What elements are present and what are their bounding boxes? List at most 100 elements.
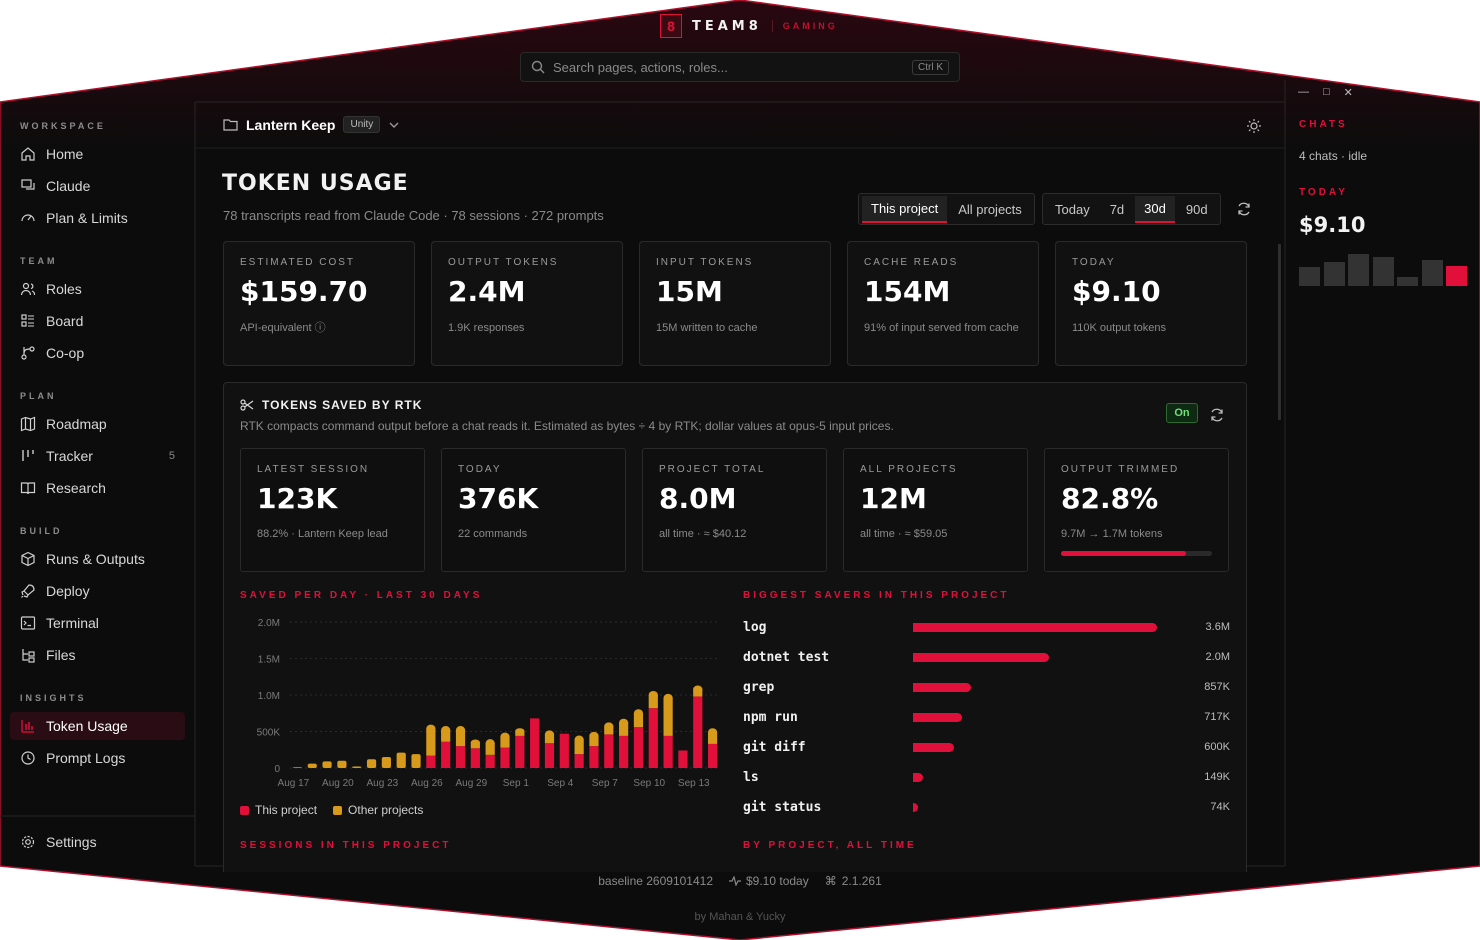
stat-note: 1.9K responses (448, 322, 525, 334)
gear-icon (20, 834, 36, 850)
sidebar-item-label: Prompt Logs (46, 750, 126, 766)
rtk-card-label: OUTPUT TRIMMED (1061, 464, 1180, 475)
sidebar-section-label: PLAN (20, 391, 57, 401)
bar-this-project (693, 696, 703, 768)
sidebar: WORKSPACE Home Claude Plan & Limits TEAM Role… (0, 104, 195, 866)
book-icon (20, 480, 36, 496)
sidebar-item-settings[interactable]: Settings (10, 828, 185, 856)
bar-this-project (441, 741, 451, 768)
chart-title: SAVED PER DAY · LAST 30 DAYS (240, 590, 483, 601)
sidebar-item-runs-outputs[interactable]: Runs & Outputs (10, 545, 185, 573)
sidebar-item-terminal[interactable]: Terminal (10, 609, 185, 637)
chevron-down-icon[interactable] (388, 119, 400, 131)
range-tab-today[interactable]: Today (1055, 201, 1090, 217)
rtk-card-note: 22 commands (458, 528, 528, 540)
tab-all-projects[interactable]: All projects (958, 201, 1022, 217)
bar-this-project (559, 733, 569, 768)
x-tick-label: Sep 10 (633, 778, 665, 789)
stat-value: $159.70 (240, 275, 368, 308)
y-tick-label: 1.5M (258, 655, 280, 666)
mini-bar (1372, 257, 1394, 286)
y-tick-label: 1.0M (258, 691, 280, 702)
project-selector[interactable]: Lantern Keep Unity (223, 116, 400, 133)
saver-value: 717K (1204, 711, 1230, 723)
legend-this-project: This project (240, 803, 317, 817)
sidebar-item-plan-limits[interactable]: Plan & Limits (10, 204, 185, 232)
stat-label: CACHE READS (864, 257, 959, 268)
sidebar-item-tracker[interactable]: Tracker 5 (10, 442, 185, 470)
rtk-toggle[interactable]: On (1166, 403, 1198, 423)
sidebar-item-prompt-logs[interactable]: Prompt Logs (10, 744, 185, 772)
search-input[interactable]: Search pages, actions, roles... Ctrl K (520, 52, 960, 82)
mini-bar (1446, 266, 1467, 286)
close-icon[interactable]: ✕ (1343, 87, 1353, 99)
map-icon (20, 416, 36, 432)
sidebar-item-roles[interactable]: Roles (10, 275, 185, 303)
mini-bar (1299, 267, 1320, 286)
rtk-refresh-icon[interactable] (1209, 407, 1225, 423)
sidebar-item-board[interactable]: Board (10, 307, 185, 335)
sidebar-item-files[interactable]: Files (10, 641, 185, 669)
bar-other-projects (604, 726, 614, 735)
bar-other-projects (663, 697, 673, 736)
maximize-icon[interactable]: □ (1323, 86, 1330, 98)
bar-cap (663, 693, 673, 702)
sidebar-item-deploy[interactable]: Deploy (10, 577, 185, 605)
bar-cap (633, 709, 644, 718)
range-tab-7d[interactable]: 7d (1109, 201, 1125, 217)
saver-row: git diff 600K (743, 737, 1230, 757)
trimmed-progress-track (1061, 551, 1212, 556)
sidebar-item-label: Roles (46, 281, 82, 297)
saver-track (913, 767, 1183, 787)
sidebar-item-claude[interactable]: Claude (10, 172, 185, 200)
saver-row: grep 857K (743, 677, 1230, 697)
by-project-title: BY PROJECT, ALL TIME (743, 840, 917, 851)
x-tick-label: Aug 29 (455, 778, 487, 789)
bar-cap (470, 739, 480, 746)
sidebar-item-token-usage[interactable]: Token Usage (10, 712, 185, 740)
saver-name: git status (743, 799, 822, 815)
sidebar-item-roadmap[interactable]: Roadmap (10, 410, 185, 438)
bar-other-projects (455, 730, 466, 747)
rtk-card: PROJECT TOTAL 8.0M all time · ≈ $40.12 (642, 448, 827, 572)
bar-this-project (619, 735, 629, 768)
saver-track (913, 797, 1183, 817)
stat-label: TODAY (1072, 257, 1116, 268)
savers-title: BIGGEST SAVERS IN THIS PROJECT (743, 590, 1010, 601)
status-bar: baseline 2609101412 $9.10 today ⌘ 2.1.26… (195, 874, 1285, 888)
sidebar-item-label: Board (46, 313, 84, 329)
bar-other-projects (426, 728, 436, 756)
bar-this-project (485, 754, 495, 768)
logs-icon (20, 750, 36, 766)
minimize-icon[interactable]: — (1298, 86, 1309, 98)
bar-cap (604, 722, 614, 731)
sidebar-item-label: Home (46, 146, 84, 162)
bar-cap (619, 718, 629, 727)
mini-bar (1348, 254, 1369, 286)
mini-bar (1397, 277, 1418, 286)
saver-bar (913, 712, 962, 722)
sidebar-item-home[interactable]: Home (10, 140, 185, 168)
sidebar-item-research[interactable]: Research (10, 474, 185, 502)
chart-legend: This project Other projects (240, 803, 423, 817)
saver-track (913, 647, 1183, 667)
theme-toggle-sun-icon[interactable] (1246, 118, 1262, 134)
range-tab-90d[interactable]: 90d (1185, 201, 1208, 217)
sidebar-item-co-op[interactable]: Co-op (10, 339, 185, 367)
saver-name: git diff (743, 739, 806, 755)
brand-divider (771, 20, 773, 32)
baseline-text: baseline 2609101412 (598, 874, 713, 888)
bar-cap (589, 731, 599, 740)
rtk-card: ALL PROJECTS 12M all time · ≈ $59.05 (843, 448, 1028, 572)
refresh-icon[interactable] (1236, 201, 1252, 217)
y-tick-label: 2.0M (258, 618, 280, 629)
range-tab-30d[interactable]: 30d (1135, 195, 1175, 223)
bar-this-project (648, 708, 658, 768)
bar-other-projects (411, 754, 421, 768)
bar-cap (693, 685, 703, 693)
home-icon (20, 146, 36, 162)
bar-other-projects (485, 743, 495, 755)
tab-this-project[interactable]: This project (862, 195, 948, 223)
bar-other-projects (322, 761, 332, 768)
stat-card: TODAY $9.10 110K output tokens (1055, 241, 1247, 366)
